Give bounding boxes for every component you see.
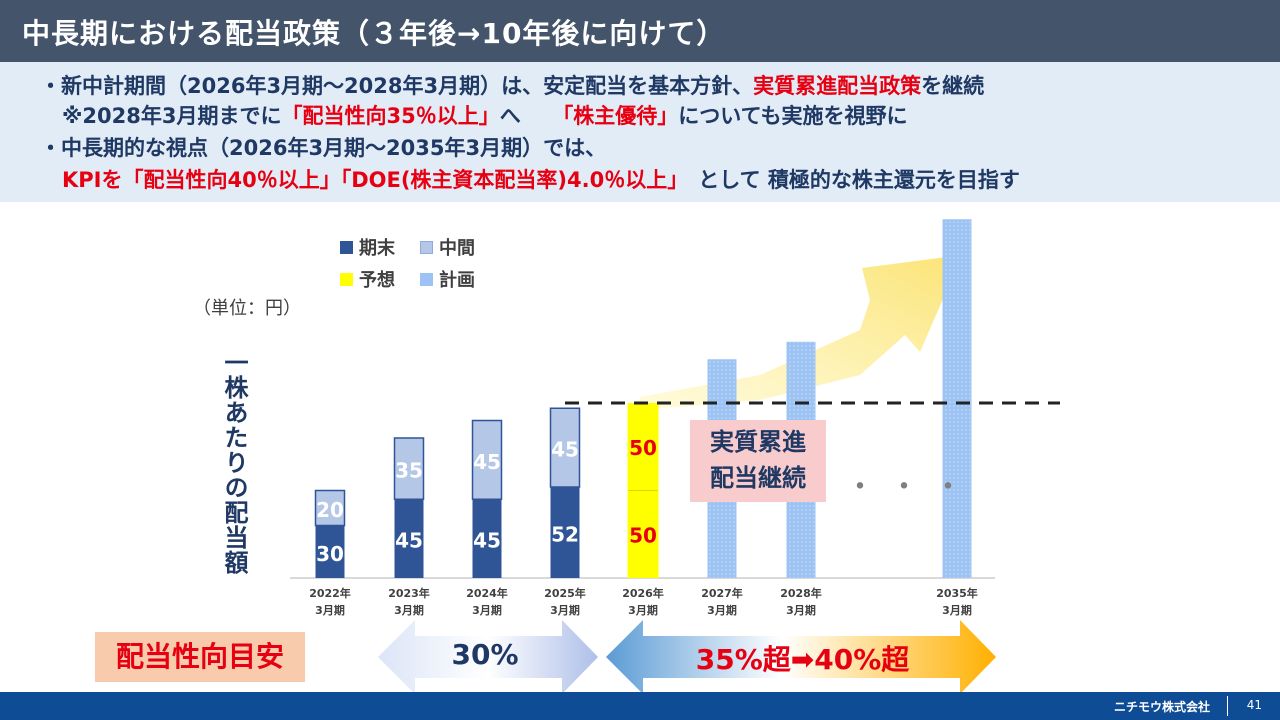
bullet-line-1: ・新中計期間（2026年3月期～2028年3月期）は、安定配当を基本方針、実質累… [40,70,984,100]
legend-label: 期末 [359,238,395,259]
payout-target-a: 35%超 [695,643,791,676]
payout-target-value: 35%超➡40%超 [680,638,925,678]
bar-chukan [393,437,425,500]
bar-kimatsu [315,525,345,578]
bullet-highlight: 「株主優待」 [562,104,679,128]
bullet-text: ・新中計期間（2026年3月期～2028年3月期）は、安定配当を基本方針、 [40,74,754,98]
bullet-highlight: KPIを「配当性向40％以上」「DOE(株主資本配当率)4.0％以上」 [62,168,689,192]
x-tick-period: 3月期 [942,603,972,617]
x-tick-year: 2028年 [780,586,822,600]
legend-swatch [340,273,353,286]
x-tick-period: 3月期 [315,603,345,617]
bullet-line-4: KPIを「配当性向40％以上」「DOE(株主資本配当率)4.0％以上」 として 積… [62,164,1020,194]
unit-label: （単位：円） [193,298,301,319]
legend-swatch [420,273,433,286]
bar-chukan [314,489,346,527]
x-tick-year: 2027年 [701,586,743,600]
bullet-text: として 積極的な株主還元を目指す [698,168,1020,192]
data-label-yoso-chukan: 50 [629,436,657,460]
bullet-line-2: ※2028年3月期までに「配当性向35％以上」へ 「株主優待」についても実施を視… [62,100,908,130]
data-label-yoso-kimatsu: 50 [629,523,657,547]
x-tick-period: 3月期 [786,603,816,617]
legend-label: 中間 [439,238,475,259]
legend-item-kimatsu: 期末 [340,234,395,260]
data-label-kimatsu: 45 [395,529,423,553]
payout-target-b: 40%超 [814,643,910,676]
data-label-kimatsu: 30 [316,542,344,566]
page-number: 41 [1246,698,1262,712]
bullet-highlight: 「配当性向35％以上」 [281,104,500,128]
legend-item-keikaku: 計画 [420,266,475,292]
footer: ニチモウ株式会社 41 [0,692,1280,720]
bar-kimatsu [472,499,502,578]
x-tick-year: 2022年 [309,586,351,600]
bullet-text: へ [499,104,563,128]
page-title: 中長期における配当政策（３年後→10年後に向けて） [22,17,726,50]
bar-kimatsu [550,487,580,578]
footer-bar [0,692,1280,720]
bullet-text: についても実施を視野に [678,104,908,128]
x-tick-year: 2024年 [466,586,508,600]
progressive-dividend-callout: 実質累進 配当継続 [690,420,826,502]
x-tick-period: 3月期 [394,603,424,617]
ellipsis: ・・・ [845,470,977,505]
x-tick-period: 3月期 [550,603,580,617]
x-tick-year: 2035年 [936,586,978,600]
legend-label: 予想 [359,270,395,291]
arrow-right-icon: ➡ [790,643,815,676]
data-label-chukan: 45 [551,438,579,462]
x-tick-year: 2026年 [622,586,664,600]
bar-kimatsu [394,499,424,578]
company-name: ニチモウ株式会社 [1113,700,1210,714]
bar-keikaku [942,219,972,578]
legend-swatch [420,241,433,254]
x-tick-year: 2023年 [388,586,430,600]
payout-arrows [378,620,996,692]
data-label-chukan: 35 [395,459,423,483]
payout-arrow-current [378,620,598,692]
bullet-highlight: 実質累進配当政策 [753,74,922,98]
data-label-kimatsu: 45 [473,529,501,553]
growth-arrow [640,255,962,410]
x-tick-period: 3月期 [707,603,737,617]
data-label-chukan: 45 [473,450,501,474]
bullet-text: ※2028年3月期までに [62,104,282,128]
x-tick-period: 3月期 [472,603,502,617]
data-label-kimatsu: 52 [551,523,579,547]
legend-item-yoso: 予想 [340,266,395,292]
x-tick-year: 2025年 [544,586,586,600]
footer-divider [1227,696,1228,716]
bar-chukan [471,419,503,500]
legend-swatch [340,241,353,254]
x-tick-period: 3月期 [628,603,658,617]
payout-arrow-target [606,620,996,692]
legend-label: 計画 [439,270,475,291]
callout-line: 実質累進 [710,428,806,456]
payout-current-value: 30% [451,638,519,671]
y-axis-label: 一株あたりの配当額 [220,350,248,575]
legend-item-chukan: 中間 [420,234,475,260]
header-bar: 中長期における配当政策（３年後→10年後に向けて） [0,0,1280,62]
bullet-line-3: ・中長期的な視点（2026年3月期～2035年3月期）では、 [40,136,607,160]
callout-line: 配当継続 [710,464,806,492]
bullet-text: を継続 [921,74,985,98]
bar-chukan [549,407,581,488]
summary-panel: ・新中計期間（2026年3月期～2028年3月期）は、安定配当を基本方針、実質累… [0,62,1280,202]
data-label-chukan: 20 [316,498,344,522]
payout-ratio-label: 配当性向目安 [95,632,305,682]
